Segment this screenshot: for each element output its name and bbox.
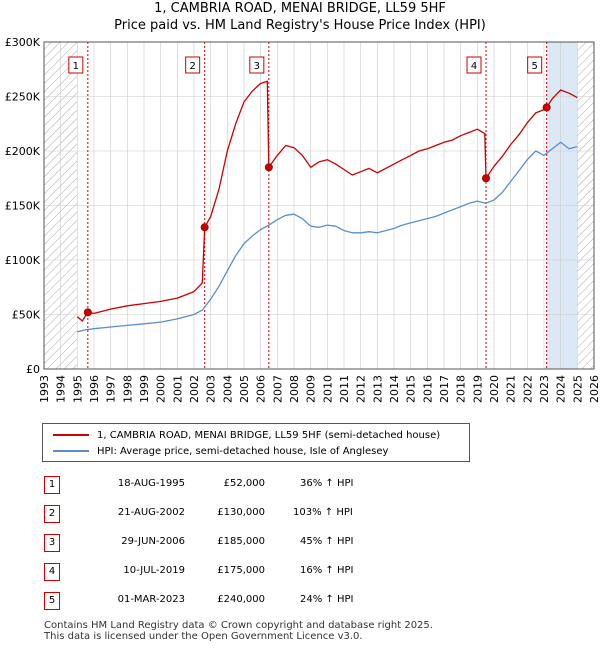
property-price-line <box>76 80 578 322</box>
x-tick-label: 2026 <box>588 375 600 403</box>
x-tick-label: 2018 <box>455 375 468 403</box>
sale-date: 29-JUN-2006 <box>121 536 185 547</box>
x-tick-label: 2001 <box>171 375 184 403</box>
legend: 1, CAMBRIA ROAD, MENAI BRIDGE, LL59 5HF … <box>42 423 470 462</box>
x-tick-label: 2000 <box>155 375 168 403</box>
x-tick-label: 1998 <box>121 375 134 403</box>
sale-row: 3 29-JUN-2006 £185,000 45% ↑ HPI <box>0 534 600 554</box>
sale-price: £52,000 <box>223 478 265 489</box>
y-tick-label: £50K <box>12 309 41 322</box>
x-tick-label: 2022 <box>521 375 534 403</box>
sale-hpi-change: 36% ↑ HPI <box>300 478 354 489</box>
x-tick-label: 2017 <box>438 375 451 403</box>
x-tick-label: 1994 <box>55 375 68 403</box>
sale-label-box <box>68 56 84 74</box>
price-chart: 1 2 3 4 5 £0 £50K £100K £150K £200K £250K £300K 199… <box>5 36 600 403</box>
sale-row: 1 18-AUG-1995 £52,000 36% ↑ HPI <box>0 476 600 496</box>
sale-point <box>481 174 490 183</box>
footer-license: This data is licensed under the Open Gov… <box>44 631 363 642</box>
x-tick-label: 1993 <box>38 375 51 403</box>
sale-number-badge: 3 <box>44 534 60 552</box>
x-tick-label: 2019 <box>471 375 484 403</box>
sale-label-number: 2 <box>189 61 195 72</box>
sale-hpi-change: 24% ↑ HPI <box>300 594 354 605</box>
x-tick-label: 1996 <box>88 375 101 403</box>
sale-price: £175,000 <box>217 565 265 576</box>
sale-label-box <box>466 56 482 74</box>
sale-number-badge: 4 <box>44 563 60 581</box>
x-tick-label: 2021 <box>505 375 518 403</box>
chart-subtitle: Price paid vs. HM Land Registry's House … <box>114 18 486 33</box>
sale-hpi-change: 103% ↑ HPI <box>293 507 353 518</box>
sale-point <box>83 308 92 317</box>
x-tick-label: 2003 <box>205 375 218 403</box>
x-tick-label: 2016 <box>421 375 434 403</box>
y-tick-label: £200K <box>5 145 41 158</box>
x-tick-label: 2007 <box>271 375 284 403</box>
x-tick-label: 2020 <box>488 375 501 403</box>
sale-label-number: 1 <box>73 61 79 72</box>
y-tick-label: £100K <box>5 254 41 267</box>
x-tick-label: 2005 <box>238 375 251 403</box>
x-tick-label: 2004 <box>221 375 234 403</box>
x-tick-label: 2013 <box>371 375 384 403</box>
sale-hpi-change: 16% ↑ HPI <box>300 565 354 576</box>
x-tick-label: 1999 <box>138 375 151 403</box>
sale-number-badge: 5 <box>44 592 60 610</box>
footer-attribution: Contains HM Land Registry data © Crown c… <box>44 620 433 642</box>
sale-price: £240,000 <box>217 594 265 605</box>
legend-label-property: 1, CAMBRIA ROAD, MENAI BRIDGE, LL59 5HF … <box>97 429 441 441</box>
footer-copyright: Contains HM Land Registry data © Crown c… <box>44 620 433 631</box>
x-tick-label: 2014 <box>388 375 401 403</box>
plot-frame <box>43 41 595 370</box>
sale-label-box <box>185 56 201 74</box>
sale-point <box>542 103 551 112</box>
x-tick-label: 2008 <box>288 375 301 403</box>
sale-label-number: 3 <box>254 61 260 72</box>
y-tick-label: £150K <box>5 200 41 213</box>
legend-item-property: 1, CAMBRIA ROAD, MENAI BRIDGE, LL59 5HF … <box>43 427 440 443</box>
sale-row: 2 21-AUG-2002 £130,000 103% ↑ HPI <box>0 505 600 525</box>
x-tick-label: 2011 <box>338 375 351 403</box>
sale-hpi-change: 45% ↑ HPI <box>300 536 354 547</box>
sale-label-number: 5 <box>531 61 537 72</box>
sale-row: 5 01-MAR-2023 £240,000 24% ↑ HPI <box>0 592 600 612</box>
sale-row: 4 10-JUL-2019 £175,000 16% ↑ HPI <box>0 563 600 583</box>
sale-date: 10-JUL-2019 <box>123 565 185 576</box>
x-tick-label: 2012 <box>355 375 368 403</box>
sale-price: £130,000 <box>217 507 265 518</box>
chart-title: 1, CAMBRIA ROAD, MENAI BRIDGE, LL59 5HF <box>154 1 446 16</box>
y-tick-label: £300K <box>5 36 41 49</box>
y-tick-label: £0 <box>26 363 40 376</box>
x-tick-label: 2009 <box>305 375 318 403</box>
legend-label-hpi: HPI: Average price, semi-detached house,… <box>97 445 389 457</box>
hpi-line <box>77 141 578 333</box>
y-tick-label: £250K <box>5 91 41 104</box>
sale-price: £185,000 <box>217 536 265 547</box>
legend-swatch-property <box>53 434 89 436</box>
sale-date: 01-MAR-2023 <box>117 594 185 605</box>
legend-swatch-hpi <box>53 450 89 452</box>
x-tick-label: 1995 <box>71 375 84 403</box>
sale-label-box <box>249 56 265 74</box>
sale-label-box <box>527 56 543 74</box>
x-tick-label: 2002 <box>188 375 201 403</box>
x-tick-label: 2006 <box>255 375 268 403</box>
sale-date: 18-AUG-1995 <box>117 478 185 489</box>
sale-number-badge: 1 <box>44 476 60 494</box>
sale-point <box>200 223 209 232</box>
x-tick-label: 1997 <box>105 375 118 403</box>
sale-point <box>264 163 273 172</box>
sale-number-badge: 2 <box>44 505 60 523</box>
sale-label-number: 4 <box>471 61 477 72</box>
sale-date: 21-AUG-2002 <box>117 507 185 518</box>
x-tick-label: 2023 <box>538 375 551 403</box>
x-tick-label: 2025 <box>571 375 584 403</box>
x-tick-label: 2010 <box>321 375 334 403</box>
legend-item-hpi: HPI: Average price, semi-detached house,… <box>43 443 388 459</box>
x-tick-label: 2015 <box>405 375 418 403</box>
x-tick-label: 2024 <box>555 375 568 403</box>
